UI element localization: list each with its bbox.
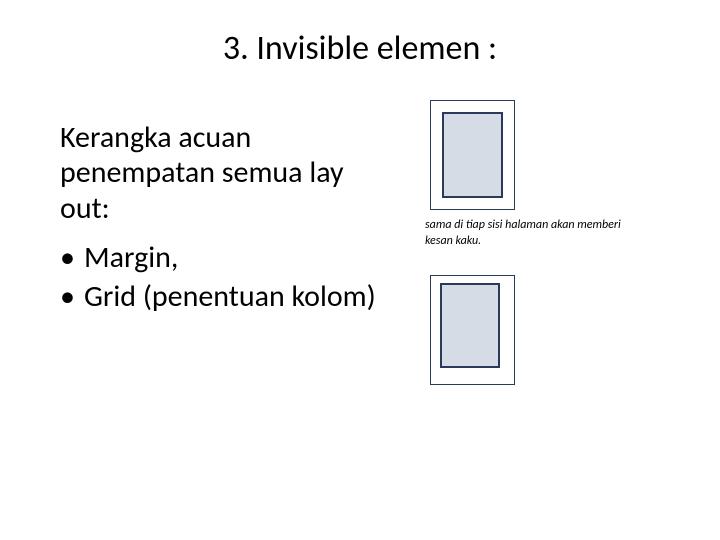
bullet-item: Margin, bbox=[60, 238, 380, 277]
margin-diagram-1-inner bbox=[442, 112, 503, 198]
caption-line-1: sama di tiap sisi halaman akan memberi bbox=[425, 218, 621, 232]
bullet-list: Margin, Grid (penentuan kolom) bbox=[60, 238, 380, 316]
subheading: Kerangka acuan penempatan semua lay out: bbox=[60, 120, 380, 226]
left-column: Kerangka acuan penempatan semua lay out:… bbox=[60, 120, 380, 316]
diagram-caption: sama di tiap sisi halaman akan memberi k… bbox=[425, 218, 655, 249]
bullet-item: Grid (penentuan kolom) bbox=[60, 277, 380, 316]
slide-title: 3. Invisible elemen : bbox=[0, 28, 720, 69]
margin-diagram-2-inner bbox=[440, 283, 500, 368]
caption-line-2: kesan kaku. bbox=[425, 234, 481, 248]
